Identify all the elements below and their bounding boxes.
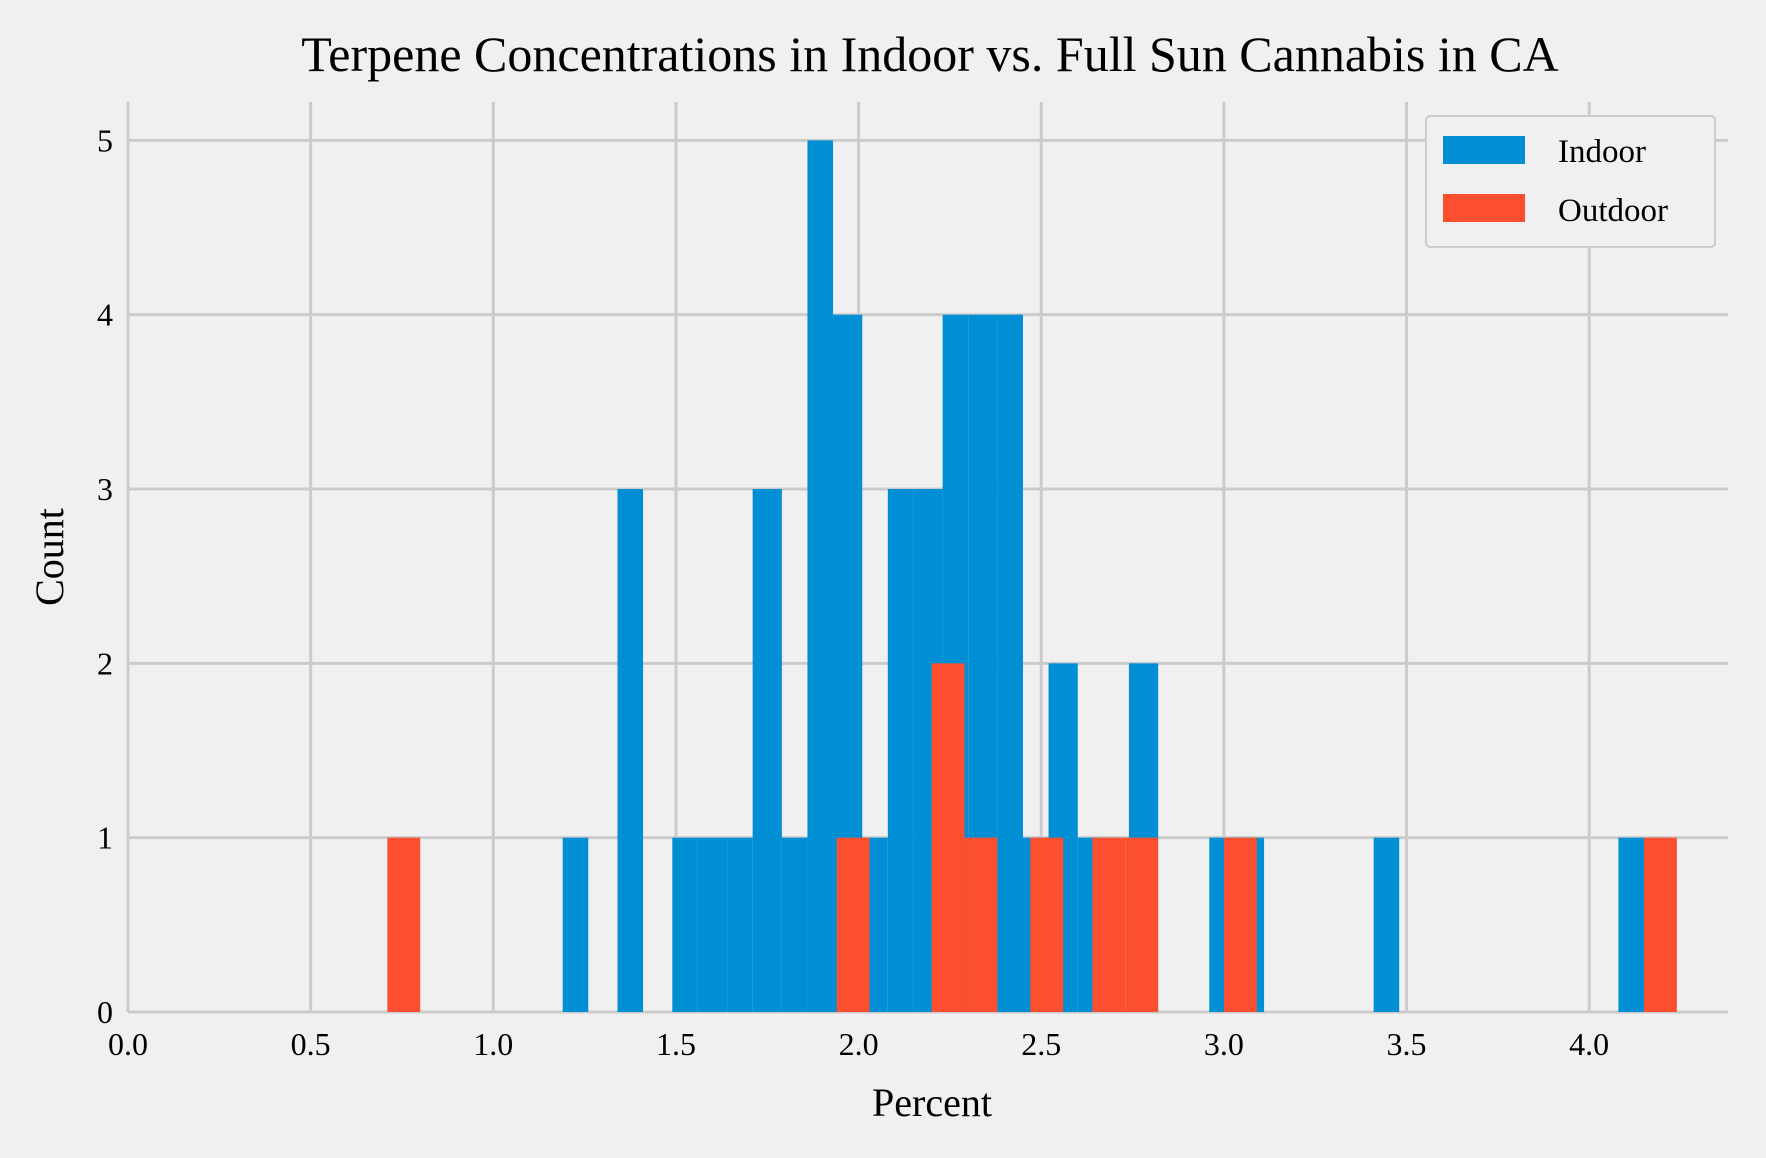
outdoor-bar [1223,837,1257,1012]
outdoor-bar [836,837,870,1012]
outdoor-bar [1643,837,1677,1012]
indoor-bar [697,837,728,1012]
y-tick-label: 2 [97,645,113,681]
x-tick-label: 1.0 [473,1026,513,1062]
outdoor-bar [1030,837,1064,1012]
outdoor-bars [387,663,1677,1012]
y-tick-label: 5 [97,122,113,158]
y-tick-label: 3 [97,471,113,507]
outdoor-bar [1092,837,1126,1012]
x-tick-label: 2.5 [1021,1026,1061,1062]
indoor-bar [1618,837,1644,1012]
outdoor-bar [964,837,998,1012]
y-axis-label: Count [27,508,72,606]
indoor-bar [752,489,782,1013]
indoor-bar [617,489,644,1013]
indoor-bar [781,837,808,1012]
outdoor-bar [1125,837,1159,1012]
x-axis-label: Percent [872,1080,992,1125]
indoor-bar [672,837,698,1012]
legend-swatch-indoor [1443,136,1525,164]
legend-label-outdoor: Outdoor [1558,193,1668,229]
x-tick-label: 4.0 [1569,1026,1609,1062]
outdoor-bar [931,663,965,1012]
outdoor-bar [387,837,421,1012]
indoor-bar [887,489,914,1013]
legend-label-indoor: Indoor [1558,134,1646,170]
indoor-bar [562,837,589,1012]
indoor-bar [807,140,834,1013]
tick-labels: 0.0 0.5 1.0 1.5 2.0 2.5 3.0 3.5 4.0 0 1 2 3 4 5 [97,122,1609,1062]
x-tick-label: 3.0 [1204,1026,1244,1062]
indoor-bar [997,314,1023,1012]
x-tick-label: 1.5 [656,1026,696,1062]
chart-title: Terpene Concentrations in Indoor vs. Ful… [301,26,1558,82]
indoor-bar [727,837,753,1012]
x-tick-label: 2.0 [839,1026,879,1062]
indoor-bar [1373,837,1400,1012]
legend-swatch-outdoor [1443,194,1525,222]
legend: Indoor Outdoor [1425,115,1716,248]
x-tick-label: 0.5 [291,1026,331,1062]
y-tick-label: 1 [97,820,113,856]
y-tick-label: 4 [97,297,113,333]
x-tick-label: 0.0 [108,1026,148,1062]
y-tick-label: 0 [97,994,113,1030]
x-tick-label: 3.5 [1387,1026,1427,1062]
